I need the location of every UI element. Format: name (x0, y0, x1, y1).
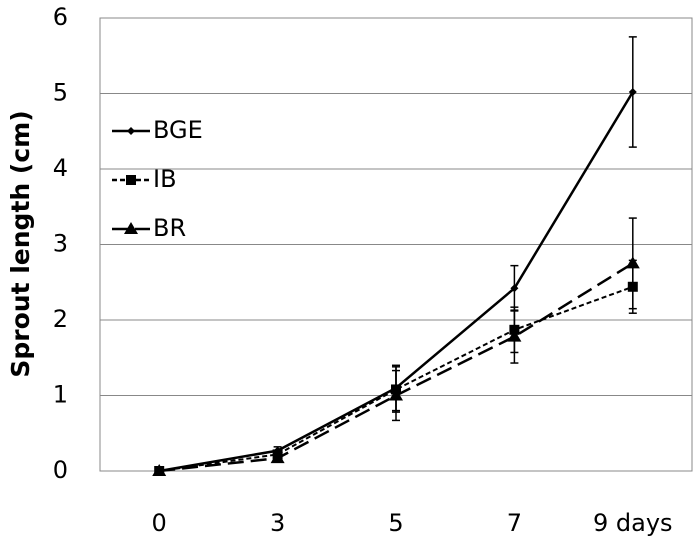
plot-border (99, 17, 693, 472)
marker (152, 464, 167, 476)
legend-label: BGE (153, 116, 203, 144)
y-tick-label: 0 (53, 456, 68, 484)
marker (510, 284, 519, 293)
y-tick-label: 2 (53, 305, 68, 333)
y-tick-label: 3 (53, 230, 68, 258)
marker (270, 451, 285, 464)
y-tick-label: 5 (53, 79, 68, 107)
x-tick-label: 5 (388, 509, 403, 537)
y-tick-label: 6 (53, 3, 68, 31)
y-axis-label: Sprout length (cm) (6, 110, 35, 377)
y-tick-label: 1 (53, 381, 68, 409)
legend-marker (126, 175, 136, 185)
marker (389, 388, 403, 401)
x-tick-label: 3 (270, 509, 285, 537)
marker (507, 329, 522, 342)
legend-label: BR (153, 214, 186, 242)
legend-label: IB (153, 165, 177, 193)
marker (625, 256, 640, 269)
legend-marker (124, 222, 138, 234)
legend-marker (127, 127, 135, 135)
marker (628, 87, 637, 96)
x-tick-label: 9 days (593, 509, 673, 537)
x-tick-label: 0 (152, 509, 167, 537)
x-tick-label: 7 (507, 509, 522, 537)
y-tick-label: 4 (53, 154, 68, 182)
